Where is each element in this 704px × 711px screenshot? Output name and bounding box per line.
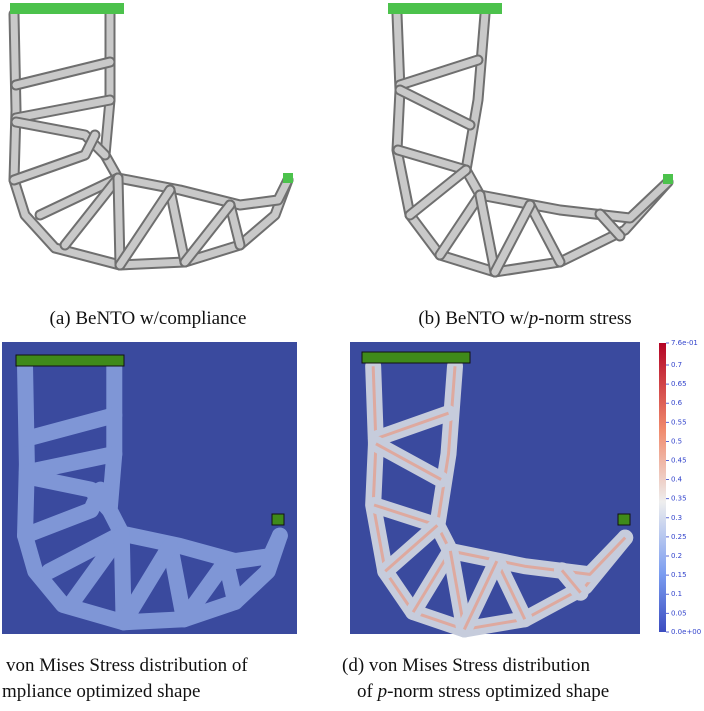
colorbar-label: 0.0e+00 [671,628,701,636]
colorbar-label: 0.3 [671,514,682,522]
load-point [283,173,293,183]
caption-a: (a) BeNTO w/compliance [50,308,247,329]
support [388,3,502,14]
tube [400,90,470,125]
colorbar-label: 0.25 [671,533,687,541]
tube [120,190,170,265]
colorbar-label: 0.05 [671,609,687,617]
colorbar-label: 0.65 [671,380,687,388]
tube [398,150,466,170]
caption-c-line: von Mises Stress distribution of [6,655,248,676]
caption-d-line: of p-norm stress optimized shape [357,681,609,702]
page: 7.6e-01 0.7 0.65 0.6 0.55 0.5 0.45 0.4 0.35 0.3 0.… [0,0,704,711]
colorbar-label: 0.4 [671,476,683,484]
caption-b-part: -norm stress [538,308,631,329]
tube [118,178,120,265]
tube [400,60,478,85]
tube-outline [466,14,668,218]
support [10,3,124,14]
colorbar-labels: 7.6e-01 0.7 0.65 0.6 0.55 0.5 0.45 0.4 0.35 0.3 0.… [666,339,701,636]
support [362,352,470,363]
colorbar-label: 0.7 [671,361,682,369]
colorbar [659,343,666,632]
colorbar-label: 0.6 [671,399,683,407]
tube [410,170,466,215]
colorbar-label: 0.5 [671,437,682,445]
caption-b: (b) BeNTO w/p-norm stress [418,308,631,329]
tube [16,62,110,85]
tube-outline [397,14,668,272]
colorbar-label: 0.15 [671,571,687,579]
colorbar-label: 7.6e-01 [671,339,698,347]
colorbar-label: 0.2 [671,552,682,560]
tube-outline [105,14,288,205]
caption-d-part: -norm stress optimized shape [387,681,609,702]
load-point [618,514,630,525]
figure: 7.6e-01 0.7 0.65 0.6 0.55 0.5 0.45 0.4 0.35 0.3 0.… [0,0,704,711]
colorbar-label: 0.45 [671,457,687,465]
caption-d-part: p [376,681,388,702]
caption-b-part: p [527,308,539,329]
support [16,355,124,366]
frame-b [388,3,673,272]
tube [440,195,480,255]
frame-a [10,3,293,265]
tube [466,14,668,218]
load-point [272,514,284,525]
tube [14,135,95,180]
load-point [663,174,673,184]
caption-d-line: (d) von Mises Stress distribution [342,655,591,676]
colorbar-label: 0.1 [671,590,682,598]
colorbar-label: 0.35 [671,495,687,503]
caption-d-part: of [357,681,378,702]
tube [16,100,110,118]
caption-b-part: (b) BeNTO w/ [418,308,529,329]
caption-c-line: mpliance optimized shape [2,681,200,702]
colorbar-label: 0.55 [671,418,687,426]
